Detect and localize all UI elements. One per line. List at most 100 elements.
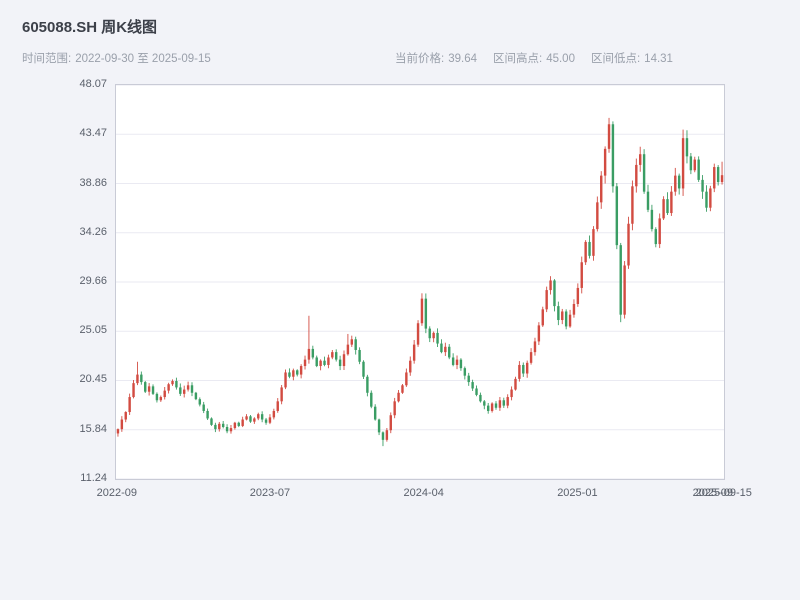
candle-down [260, 414, 264, 420]
candle-up [268, 417, 272, 423]
candle-up [241, 419, 244, 426]
time-range-label: 时间范围: [22, 53, 72, 65]
candle-up [681, 138, 685, 189]
candle-up [412, 344, 416, 361]
candle-up [607, 124, 611, 149]
x-axis-tick-label: 2023-07 [249, 487, 291, 499]
candle-down [323, 360, 326, 365]
candle-up [518, 364, 521, 379]
candle-up [662, 199, 665, 219]
candle-down [334, 352, 338, 360]
candle-up [674, 175, 677, 192]
candle-up [545, 290, 548, 310]
candle-up [350, 339, 354, 345]
candlestick-plot [116, 85, 724, 479]
candle-down [697, 159, 700, 180]
candle-down [144, 382, 147, 392]
stat-range-high-value: 45.00 [546, 53, 575, 65]
candle-up [525, 362, 529, 374]
candle-down [377, 419, 381, 433]
y-axis-tick-label: 25.05 [79, 324, 107, 337]
candle-down [358, 349, 361, 362]
candle-down [677, 175, 681, 189]
candle-down [315, 357, 318, 367]
stat-range-low: 区间低点: 14.31 [591, 50, 673, 66]
candle-down [194, 392, 198, 400]
candle-up [416, 323, 420, 345]
candle-down [370, 392, 373, 407]
candle-up [284, 372, 287, 388]
candle-up [444, 346, 447, 353]
candle-up [409, 360, 412, 373]
candle-up [303, 359, 307, 367]
y-axis-tick-label: 43.47 [79, 127, 107, 140]
candle-up [623, 265, 626, 315]
x-axis-tick-label: 2022-09 [96, 487, 138, 499]
candle-down [206, 410, 209, 419]
stat-range-low-label: 区间低点: [590, 53, 641, 65]
candle-down [588, 241, 591, 256]
candle-up [720, 175, 724, 183]
candle-up [490, 403, 494, 411]
candle-up [561, 311, 564, 321]
candle-up [713, 167, 716, 189]
candle-down [463, 368, 467, 376]
candle-up [568, 314, 572, 327]
candle-up [670, 191, 673, 214]
candle-down [522, 364, 525, 374]
candle-up [635, 164, 638, 187]
candle-up [592, 229, 595, 256]
candle-up [631, 186, 634, 224]
candle-up [272, 410, 276, 418]
x-axis-tick-label: 2025-09 [692, 487, 733, 499]
candle-down [198, 399, 202, 405]
candle-up [709, 188, 712, 208]
candle-down [424, 298, 428, 329]
candle-down [705, 191, 708, 208]
candle-down [553, 280, 556, 307]
candle-down [296, 370, 299, 375]
candle-up [572, 303, 576, 315]
chart-area: 48.07 43.47 38.86 34.26 29.66 25.05 20.45 15.84… [79, 78, 751, 499]
candle-down [225, 427, 229, 432]
candle-down [494, 403, 498, 408]
y-axis-tick-label: 29.66 [79, 274, 107, 287]
candle-down [666, 199, 669, 214]
candle-up [132, 383, 135, 398]
y-axis-tick-label: 48.07 [79, 78, 107, 90]
y-axis-tick-label: 20.45 [79, 373, 107, 386]
candle-down [175, 381, 178, 388]
candle-up [603, 148, 607, 176]
candle-up [638, 154, 642, 165]
candle-up [159, 397, 163, 401]
candle-down [140, 374, 143, 383]
candle-down [381, 432, 385, 440]
candle-up [385, 430, 389, 440]
candle-up [658, 218, 661, 245]
candle-down [155, 393, 159, 401]
x-axis-tick-label: 2025-01 [557, 487, 598, 499]
candle-up [229, 428, 233, 432]
candle-down [654, 229, 658, 245]
candle-up [510, 389, 513, 398]
candle-up [136, 374, 139, 384]
candle-up [245, 416, 248, 420]
candle-down [249, 416, 252, 422]
candle-up [389, 415, 392, 431]
candle-down [611, 124, 615, 187]
candle-down [264, 419, 268, 423]
candle-up [292, 370, 295, 377]
candle-down [615, 186, 619, 246]
candle-down [151, 386, 155, 394]
candle-down [221, 423, 225, 428]
candle-up [533, 341, 537, 353]
candle-up [128, 397, 131, 413]
candle-up [319, 360, 322, 367]
candle-down [214, 424, 217, 430]
stat-current-price-label: 当前价格: [395, 53, 445, 65]
candle-down [475, 388, 478, 395]
candle-down [436, 332, 439, 344]
candle-down [564, 311, 568, 327]
candle-up [576, 287, 580, 304]
